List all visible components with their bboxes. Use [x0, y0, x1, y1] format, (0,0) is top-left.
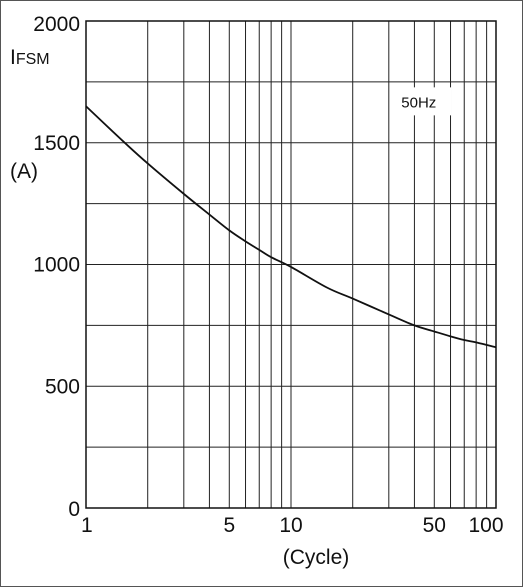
- y-axis-label-sub: FSM: [16, 51, 50, 68]
- horizontal-grid: [86, 81, 496, 448]
- x-tick-labels: 1 5 10 50 100: [81, 514, 504, 537]
- x-tick-label-50: 50: [423, 514, 446, 537]
- y-axis-label-main: I: [10, 46, 16, 69]
- y-tick-label-1000: 1000: [33, 254, 80, 277]
- x-tick-label-100: 100: [468, 514, 503, 537]
- y-tick-labels: 0 500 1000 1500 2000: [33, 13, 80, 521]
- y-tick-label-500: 500: [45, 375, 80, 398]
- annotation-group: 50Hz: [391, 87, 452, 116]
- x-tick-label-5: 5: [223, 514, 235, 537]
- x-tick-label-1: 1: [81, 514, 93, 537]
- x-tick-label-10: 10: [279, 514, 302, 537]
- plot-border: [85, 20, 497, 509]
- annotation-50hz: 50Hz: [401, 94, 436, 111]
- y-tick-label-0: 0: [68, 498, 80, 521]
- y-axis-unit: (A): [10, 160, 38, 183]
- surge-current-curve: [85, 105, 497, 349]
- annotation-background: [391, 87, 452, 116]
- y-tick-label-1500: 1500: [33, 132, 80, 155]
- y-tick-label-2000: 2000: [33, 13, 80, 36]
- x-axis-label: (Cycle): [283, 546, 350, 569]
- y-axis-label: IFSM: [10, 46, 50, 69]
